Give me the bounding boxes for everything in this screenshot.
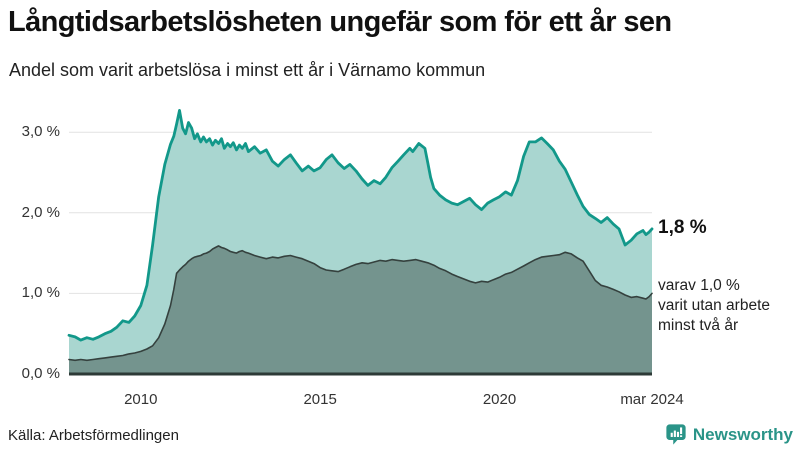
newsworthy-chart-bubble-icon xyxy=(666,424,686,445)
y-axis-tick: 3,0 % xyxy=(21,123,60,141)
page-subtitle: Andel som varit arbetslösa i minst ett å… xyxy=(9,60,486,80)
x-axis-tick: 2010 xyxy=(124,391,158,408)
source-attribution: Källa: Arbetsförmedlingen xyxy=(8,427,179,444)
y-axis-tick: 1,0 % xyxy=(21,284,60,302)
secondary-value-annotation: varav 1,0 % varit utan arbete minst två … xyxy=(658,277,771,334)
latest-value-annotation: 1,8 % xyxy=(658,217,707,238)
x-axis-tick: mar 2024 xyxy=(620,391,684,408)
page-title: Långtidsarbetslösheten ungefär som för e… xyxy=(8,6,672,38)
x-axis-tick: 2020 xyxy=(482,391,517,408)
y-axis-tick: 0,0 % xyxy=(21,365,60,382)
newsworthy-logo: Newsworthy xyxy=(665,423,793,446)
x-axis-tick: 2015 xyxy=(303,391,337,408)
newsworthy-wordmark: Newsworthy xyxy=(692,424,793,444)
y-axis-tick: 2,0 % xyxy=(21,203,60,221)
